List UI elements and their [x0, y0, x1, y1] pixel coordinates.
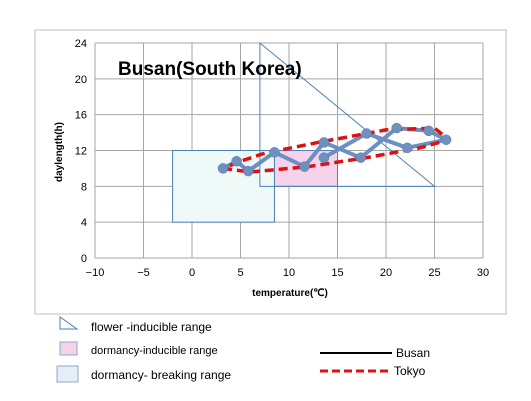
flower-inducible-region [259, 41, 436, 187]
y-tick-label: 16 [75, 110, 87, 122]
legend-item-busan: Busan [320, 346, 430, 360]
busan-point [361, 128, 372, 139]
legend-flower-label: flower -inducible range [91, 320, 212, 334]
busan-point [355, 152, 367, 163]
y-tick-label: 8 [81, 181, 87, 193]
legend-item-flower: flower -inducible range [59, 316, 212, 334]
busan-point [318, 137, 330, 148]
y-tick-label: 4 [81, 217, 87, 229]
x-tick-label: 20 [380, 267, 392, 279]
y-tick-label: 0 [81, 253, 87, 265]
busan-point [423, 125, 434, 137]
grid [94, 42, 484, 259]
legend-dormancy-inducible-label: dormancy-inducible range [91, 345, 218, 357]
x-tick-label: 0 [189, 267, 195, 279]
legend-dormancy-breaking-swatch [56, 365, 79, 383]
y-tick-label: 24 [75, 38, 87, 50]
legend-flower-swatch [59, 316, 79, 330]
busan-point [299, 161, 310, 172]
legend: flower -inducible range dormancy-inducib… [56, 316, 430, 383]
y-axis-title: daylength(h) [54, 122, 65, 182]
busan-point [217, 163, 229, 174]
busan-point [318, 152, 330, 163]
tick-labels: −10 −5 0 5 10 15 20 25 30 0 4 8 12 16 20 24 [75, 38, 489, 279]
x-tick-label: 10 [283, 267, 295, 279]
x-tick-label: −5 [137, 267, 150, 279]
y-tick-label: 20 [75, 74, 87, 86]
busan-point [243, 165, 254, 177]
busan-point [402, 142, 413, 154]
legend-dormancy-breaking-label: dormancy- breaking range [91, 368, 231, 382]
legend-dormancy-inducible-swatch [59, 341, 78, 356]
x-tick-label: 15 [331, 267, 343, 279]
legend-item-tokyo: Tokyo [320, 364, 426, 378]
busan-point [440, 134, 452, 145]
busan-point [391, 122, 402, 134]
legend-item-dormancy-inducible: dormancy-inducible range [59, 341, 218, 357]
x-axis-title: temperature(℃) [252, 288, 328, 299]
series-tokyo-line [222, 126, 451, 174]
y-tick-label: 12 [75, 146, 87, 158]
chart-title: Busan(South Korea) [118, 59, 302, 80]
legend-tokyo-label: Tokyo [394, 364, 426, 378]
legend-item-dormancy-breaking: dormancy- breaking range [56, 365, 231, 383]
x-tick-label: 25 [428, 267, 440, 279]
x-tick-label: 5 [237, 267, 243, 279]
busan-point [269, 147, 280, 158]
busan-point [231, 156, 242, 167]
x-tick-label: 30 [477, 267, 489, 279]
x-tick-label: −10 [86, 267, 105, 279]
legend-busan-label: Busan [396, 346, 430, 360]
series-markers [217, 122, 452, 177]
